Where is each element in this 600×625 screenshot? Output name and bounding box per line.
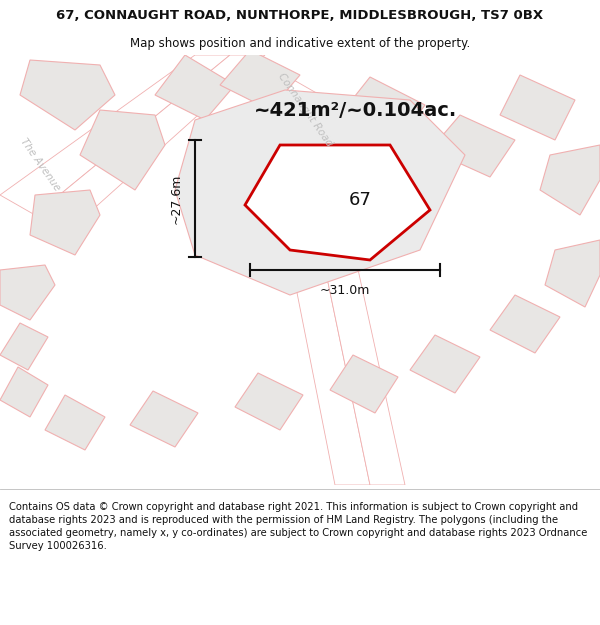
Polygon shape	[0, 55, 600, 485]
Polygon shape	[130, 391, 198, 447]
Text: ~27.6m: ~27.6m	[170, 173, 183, 224]
Text: 67: 67	[349, 191, 371, 209]
Polygon shape	[0, 265, 55, 320]
Polygon shape	[45, 395, 105, 450]
Polygon shape	[430, 115, 515, 177]
Polygon shape	[0, 367, 48, 417]
Polygon shape	[545, 240, 600, 307]
Polygon shape	[0, 323, 48, 370]
Polygon shape	[175, 90, 465, 295]
Polygon shape	[30, 190, 100, 255]
Text: Connaught Road: Connaught Road	[276, 71, 334, 149]
Polygon shape	[80, 110, 165, 190]
Polygon shape	[500, 75, 575, 140]
Polygon shape	[155, 55, 235, 120]
Polygon shape	[330, 355, 398, 413]
Text: 67, CONNAUGHT ROAD, NUNTHORPE, MIDDLESBROUGH, TS7 0BX: 67, CONNAUGHT ROAD, NUNTHORPE, MIDDLESBR…	[56, 9, 544, 22]
Polygon shape	[0, 55, 230, 215]
Polygon shape	[220, 50, 300, 110]
Polygon shape	[250, 55, 370, 485]
Polygon shape	[410, 335, 480, 393]
Polygon shape	[285, 75, 405, 485]
Polygon shape	[20, 60, 115, 130]
Polygon shape	[235, 373, 303, 430]
Polygon shape	[35, 55, 265, 230]
Polygon shape	[490, 295, 560, 353]
Polygon shape	[540, 145, 600, 215]
Text: ~31.0m: ~31.0m	[320, 284, 370, 297]
Text: Map shows position and indicative extent of the property.: Map shows position and indicative extent…	[130, 38, 470, 51]
Text: The Avenue: The Avenue	[18, 137, 62, 193]
Polygon shape	[340, 77, 425, 140]
Text: ~421m²/~0.104ac.: ~421m²/~0.104ac.	[253, 101, 457, 119]
Text: Contains OS data © Crown copyright and database right 2021. This information is : Contains OS data © Crown copyright and d…	[9, 502, 587, 551]
Polygon shape	[245, 145, 430, 260]
